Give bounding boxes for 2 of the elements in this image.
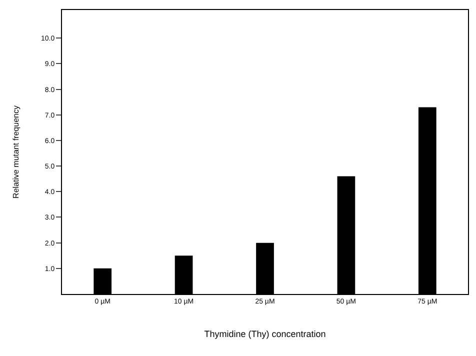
x-axis-title: Thymidine (Thy) concentration — [204, 329, 326, 340]
y-axis-title: Relative mutant frequency — [12, 106, 21, 198]
